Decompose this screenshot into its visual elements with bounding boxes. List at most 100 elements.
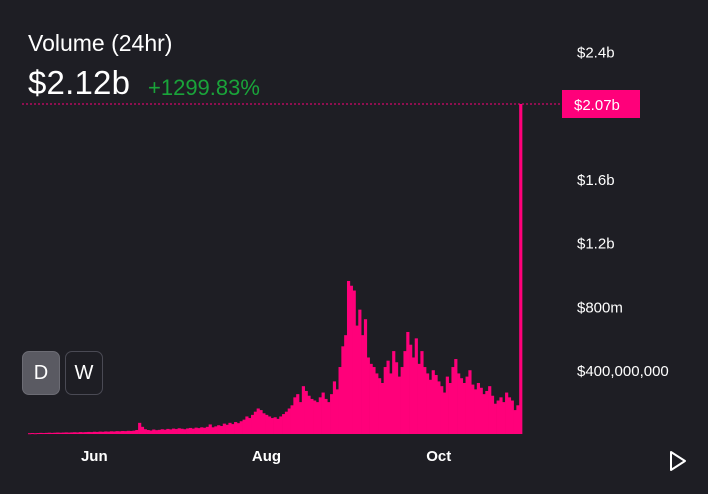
y-tick-label: $2.4b <box>577 44 615 61</box>
volume-bar <box>386 360 390 434</box>
volume-bar <box>352 290 356 434</box>
period-week-button[interactable]: W <box>65 351 103 395</box>
volume-bar <box>203 427 207 434</box>
volume-bar <box>256 408 260 434</box>
volume-bar <box>341 346 345 434</box>
volume-bar <box>502 402 506 434</box>
volume-bar <box>186 428 190 434</box>
volume-bar <box>428 379 433 434</box>
volume-bar <box>217 425 221 434</box>
volume-bar <box>248 418 252 434</box>
volume-bar <box>262 413 266 434</box>
volume-bar <box>163 429 167 434</box>
volume-bar <box>505 392 509 434</box>
volume-bar <box>369 363 373 434</box>
volume-bar <box>284 411 289 434</box>
volume-bar <box>411 357 416 434</box>
volume-bar <box>507 397 512 434</box>
x-tick-label: Aug <box>252 448 281 465</box>
volume-bar <box>200 427 204 434</box>
volume-bar <box>355 325 359 434</box>
period-day-button[interactable]: D <box>22 351 60 395</box>
volume-bar <box>174 429 178 434</box>
volume-bar <box>276 418 280 434</box>
volume-bar <box>265 414 269 434</box>
volume-bar <box>485 390 489 434</box>
x-tick-label: Jun <box>81 448 108 465</box>
volume-bar <box>490 395 495 434</box>
volume-bar <box>135 430 139 434</box>
volume-bar <box>245 416 249 434</box>
volume-bar <box>47 432 51 434</box>
volume-bar <box>315 402 320 434</box>
volume-bar <box>138 422 142 434</box>
volume-bar <box>282 414 286 434</box>
volume-bar <box>107 431 111 434</box>
volume-bar <box>267 416 272 434</box>
volume-bar <box>409 344 413 434</box>
current-volume-value: $2.12b <box>28 64 131 101</box>
volume-bar <box>231 424 235 434</box>
volume-bar <box>152 429 156 434</box>
volume-bar <box>451 367 455 434</box>
volume-bar <box>363 319 368 434</box>
volume-bar <box>426 373 430 434</box>
volume-bar <box>378 378 382 434</box>
volume-bar <box>406 331 410 434</box>
volume-bar <box>90 432 94 434</box>
volume-bar <box>324 398 328 434</box>
volume-bar <box>171 428 176 434</box>
volume-bar <box>304 390 308 434</box>
volume-bar <box>397 376 401 434</box>
volume-bar <box>183 429 187 434</box>
play-icon[interactable] <box>668 450 688 472</box>
volume-bar <box>59 432 63 434</box>
volume-bar <box>234 422 238 434</box>
y-tick-label: $1.2b <box>577 236 615 253</box>
chart-title: Volume (24hr) <box>28 30 173 56</box>
volume-bar <box>510 400 514 434</box>
volume-bar <box>361 335 365 434</box>
volume-bar <box>64 432 68 434</box>
volume-bar <box>445 376 449 434</box>
volume-bar <box>236 423 241 434</box>
volume-bar <box>321 392 325 434</box>
volume-bar <box>242 419 246 434</box>
volume-bar <box>36 433 40 435</box>
volume-bar <box>225 424 229 434</box>
volume-bar <box>143 429 147 434</box>
volume-bar <box>73 432 77 434</box>
volume-bar <box>414 338 418 434</box>
volume-bar <box>296 394 300 434</box>
volume-bar <box>423 367 427 434</box>
volume-bar <box>465 376 469 434</box>
volume-bar <box>279 416 283 434</box>
volume-bar <box>332 381 337 434</box>
volume-bar <box>330 394 334 434</box>
volume-bar <box>358 309 362 434</box>
volume-bar <box>30 433 34 435</box>
volume-bar <box>126 430 130 434</box>
volume-bar <box>92 431 97 434</box>
volume-bar <box>471 384 475 434</box>
volume-bar <box>211 427 215 434</box>
volume-bar <box>61 432 66 434</box>
volume-bar <box>366 357 370 434</box>
volume-bar <box>228 422 232 434</box>
volume-bar <box>476 382 480 434</box>
volume-bar <box>380 382 385 434</box>
volume-bar <box>417 363 421 434</box>
volume-bar <box>95 431 99 434</box>
volume-bar <box>157 429 162 434</box>
volume-bar <box>191 428 195 434</box>
crosshair-label: $2.07b <box>574 97 620 114</box>
volume-bar <box>70 432 74 434</box>
volume-bar <box>239 421 243 434</box>
volume-bar <box>293 397 297 434</box>
volume-bar <box>493 403 497 434</box>
volume-bar <box>287 408 291 434</box>
volume-bar <box>482 394 486 434</box>
y-tick-label: $1.6b <box>577 172 615 189</box>
volume-bar <box>188 427 193 434</box>
